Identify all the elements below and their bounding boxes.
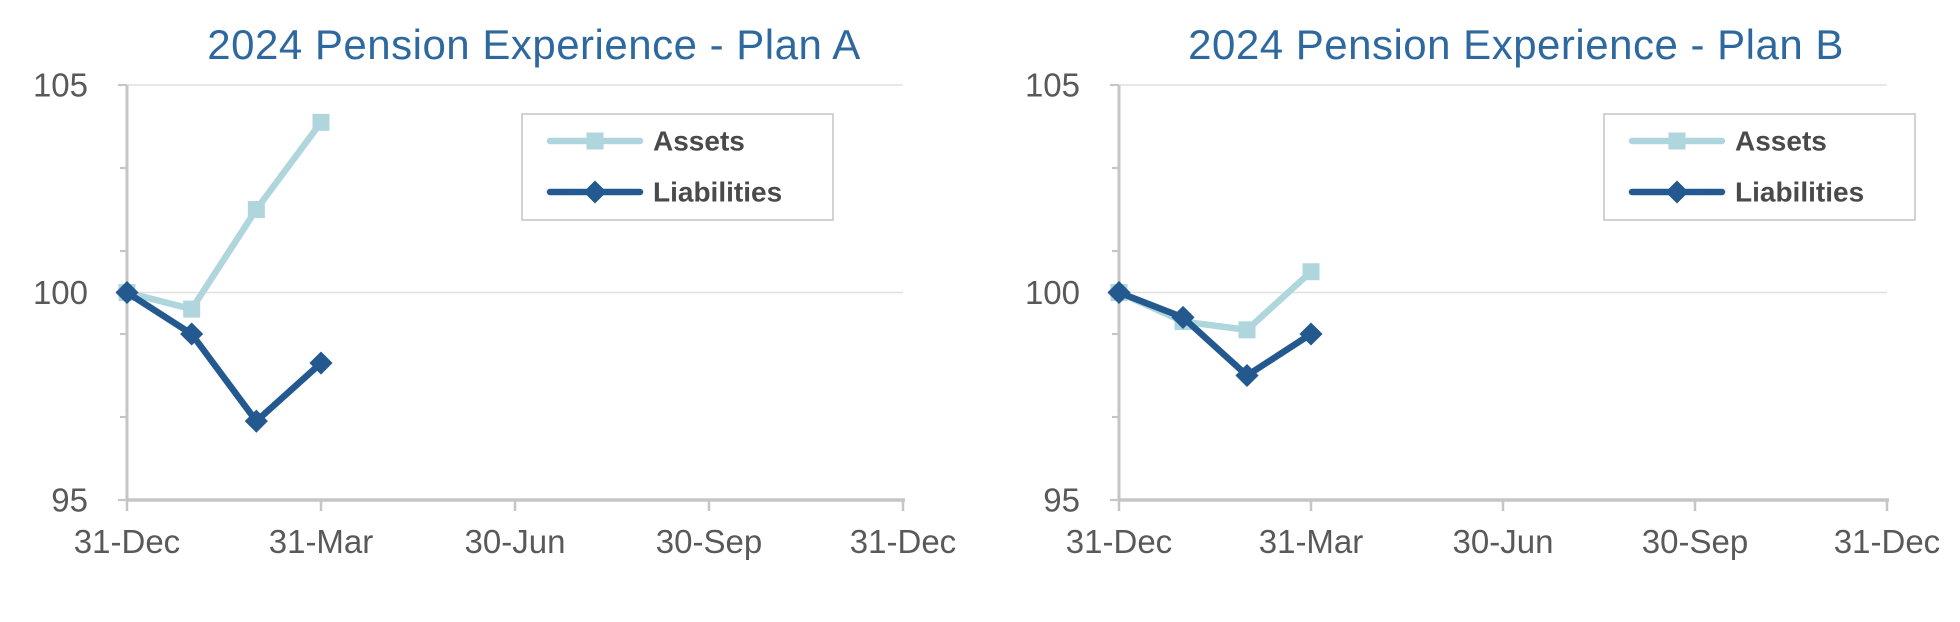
y-axis-label: 100 [33,274,88,311]
x-axis-label: 31-Dec [1834,523,1940,560]
series-assets-line [123,119,325,313]
legend-label: Assets [1735,126,1827,157]
y-axis-label: 105 [1025,67,1080,104]
x-axis-label: 31-Mar [269,523,374,560]
y-axis-label: 100 [1025,274,1080,311]
series-liabilities-line [1115,289,1315,379]
series-liabilities-marker [115,280,139,305]
series-assets-marker [1302,263,1320,281]
legend-item-liabilities: Liabilities [546,177,782,208]
y-axis-label: 105 [33,67,88,104]
series-liabilities-marker [309,351,333,375]
series-assets-marker [1238,321,1256,339]
series-liabilities-marker [1299,322,1323,346]
legend-label: Liabilities [653,177,782,208]
legend: Assets Liabilities [521,113,834,221]
legend-box [1603,113,1916,221]
legend-label: Assets [653,126,745,157]
legend: Assets Liabilities [1603,113,1916,221]
series-liabilities-line [123,289,325,425]
series-liabilities-marker [1171,305,1195,329]
legend-item-liabilities: Liabilities [1628,177,1864,208]
chart-plan-b: 31-Dec 31-Mar 30-Jun 30-Sep 31-Dec 95 100 105 20… [1025,21,1940,560]
legend-label: Liabilities [1735,177,1864,208]
series-liabilities-marker [1107,280,1131,305]
x-axis-label: 30-Sep [656,523,762,560]
legend-item-assets: Assets [546,126,745,157]
y-axis-label: 95 [1043,482,1080,519]
series-liabilities-marker [244,409,268,433]
legend-marker-sample [583,180,607,204]
x-axis-label: 30-Jun [465,523,566,560]
x-axis-label: 31-Dec [850,523,956,560]
series-liabilities-marker [180,322,204,346]
legend-item-assets: Assets [1628,126,1827,157]
x-axis-label: 30-Jun [1453,523,1554,560]
chart-title: 2024 Pension Experience - Plan A [207,21,860,68]
series-liabilities-marker [1235,363,1259,388]
legend-marker-sample [1665,180,1689,204]
legend-box [521,113,834,221]
series-assets-marker [183,300,201,318]
x-axis-label: 31-Dec [74,523,180,560]
x-axis-label: 30-Sep [1642,523,1748,560]
series-assets-marker [247,201,265,218]
legend-marker-sample [1668,132,1686,150]
series-assets-marker [312,113,330,131]
y-axis-label: 95 [51,482,88,519]
x-axis-label: 31-Dec [1066,523,1172,560]
chart-plan-a: 31-Dec 31-Mar 30-Jun 30-Sep 31-Dec 95 100 105 20… [33,21,956,560]
x-axis-label: 31-Mar [1259,523,1364,560]
chart-title: 2024 Pension Experience - Plan B [1188,21,1844,68]
legend-marker-sample [586,132,604,150]
